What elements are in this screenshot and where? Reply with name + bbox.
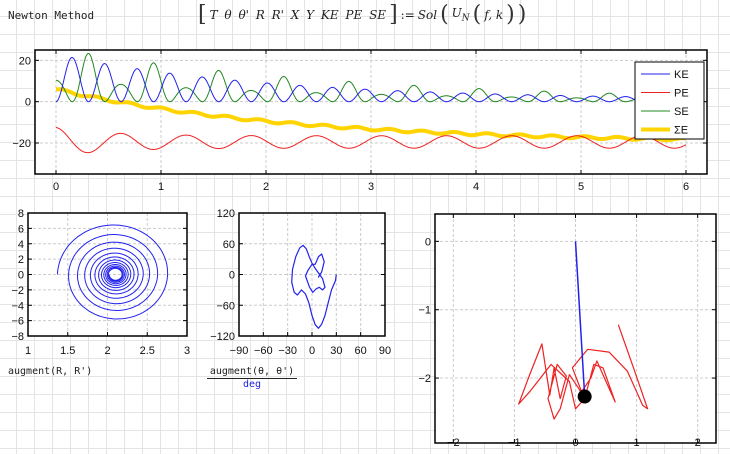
phase-xlabel-den: deg [242,379,262,390]
legend-label: PE [674,88,689,100]
equation-assign: := [400,8,415,22]
phase-plot-ytick-label: 120 [217,208,235,220]
phase-plot-xtick-label: −60 [254,345,273,357]
solve-equation[interactable]: [ T θ θ' R R' X Y KE PE SE ] := Sol ( UN… [198,2,527,27]
pendulum-plot: −2 −1 0 1 20−1−2 [418,213,717,449]
legend-label: ΣE [674,125,688,137]
legend-label: KE [674,69,689,81]
phase-plot-xtick-label: 30 [330,345,342,357]
phase-plot-xtick-label: −30 [278,345,297,357]
spiral-plot-ytick-label: 6 [18,223,24,235]
phase-plot-xtick-label: −90 [230,345,249,357]
phase-plot-xtick-label: 0 [309,345,315,357]
phase-xlabel-num: augment(θ, θ') [207,366,297,379]
equation-func: Sol [417,8,438,22]
bracket-right: ] [389,2,398,27]
legend-label: SE [674,106,689,118]
spiral-plot-ytick-label: −4 [11,300,24,312]
inner-sub: N [461,13,470,24]
phase-plot-xtick-label: 90 [379,345,391,357]
paren-left: ( [440,2,449,27]
energy-plot-xtick-label: 3 [368,181,374,193]
spiral-plot-xtick-label: 3 [184,345,190,357]
phase-plot-frame [238,212,386,337]
energy-plot-xtick-label: 0 [53,181,59,193]
paren-left2: ( [472,2,482,27]
pendulum-plot-ytick-label: 0 [425,236,431,248]
phase-plot-ytick-label: 0 [229,270,235,282]
phase-curve [291,244,337,329]
series-ke [55,57,687,103]
spiral-plot: 1 1.5 2 2.5 3 8 6 4 2 0 −2 −4 −6 −8 [11,208,190,357]
energy-plot-xtick-label: 6 [683,181,689,193]
spiral-plot-ytick-label: −6 [11,316,24,328]
spiral-plot-xtick-label: 2.5 [140,345,155,357]
equation-lhs: T θ θ' R R' X Y KE PE SE [209,8,387,22]
phase-plot: −90 −60 −30 0 30 60 90 120 60 0 −60 −120 [210,208,391,357]
spiral-plot-frame [27,212,188,337]
equation-args: f, k [484,8,504,22]
worksheet-title: Newton Method [8,9,95,22]
phase-plot-ytick-label: −60 [216,300,235,312]
phase-plot-ytick-label: −120 [210,331,235,343]
spiral-plot-xtick-label: 1 [25,345,31,357]
energy-plot-xtick-label: 5 [578,181,584,193]
phase-plot-xtick-label: 60 [355,345,367,357]
phase-xlabel[interactable]: augment(θ, θ') deg [207,366,297,390]
spiral-plot-ytick-label: 4 [18,239,24,251]
pendulum-plot-ytick-label: −2 [418,373,431,385]
legend: KE PE SE ΣE [634,61,705,140]
spiral-plot-ytick-label: −8 [11,331,24,343]
spiral-xlabel[interactable]: augment(R, R') [8,366,93,377]
energy-plot-frame [34,49,708,175]
equation-inner: UN [452,6,470,23]
spiral-plot-ytick-label: 8 [18,208,24,220]
paren-right2: ) [506,2,515,27]
spiral-curve [56,224,169,320]
series-pe [55,127,687,154]
series-se [56,53,687,103]
spiral-plot-ytick-label: 0 [18,270,24,282]
pendulum-rod [574,241,586,397]
bracket-left: [ [198,2,207,27]
inner-name: U [451,6,462,21]
legend-box [634,61,705,140]
pendulum-plot-ytick-label: −1 [418,305,431,317]
energy-plot-ytick-label: −20 [12,138,31,150]
spiral-plot-xtick-label: 2 [104,345,110,357]
energy-plot-ytick-label: 20 [19,55,31,67]
trace-curve [518,324,649,420]
pendulum-bob [577,389,592,404]
phase-plot-ytick-label: 60 [223,239,235,251]
energy-plot-xtick-label: 4 [473,181,479,193]
spiral-plot-xtick-label: 1.5 [60,345,75,357]
energy-plot-xtick-label: 2 [263,181,269,193]
energy-plot: 0 1 2 3 4 5 6 20 0 −20 KE PE SE ΣE [12,49,708,193]
pendulum-plot-frame [434,213,717,444]
energy-plot-xtick-label: 1 [158,181,164,193]
spiral-plot-ytick-label: 2 [18,254,24,266]
spiral-plot-ytick-label: −2 [11,285,24,297]
energy-plot-ytick-label: 0 [25,97,31,109]
paren-right: ) [517,2,527,27]
